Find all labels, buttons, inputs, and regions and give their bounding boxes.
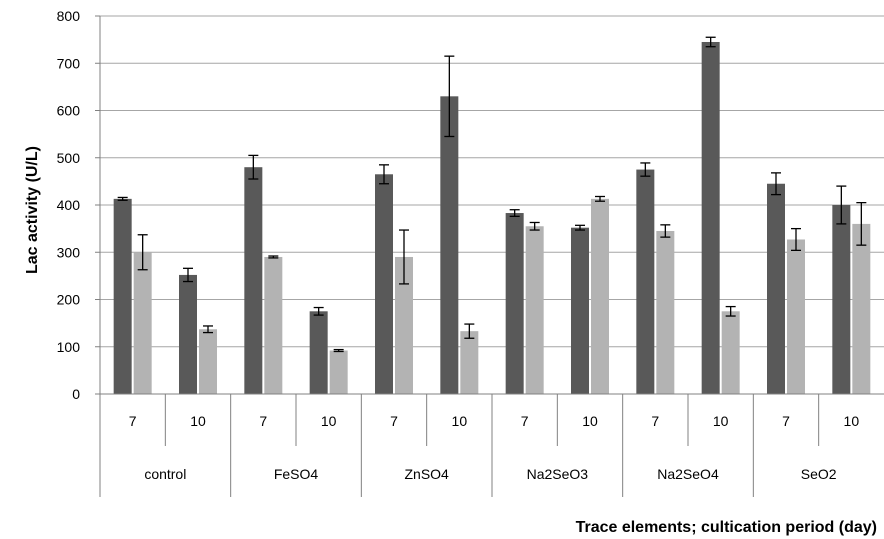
bar — [636, 169, 655, 394]
period-label: 7 — [259, 413, 267, 429]
group-label: control — [144, 466, 186, 482]
axes — [95, 15, 884, 497]
bar — [113, 198, 132, 394]
bar — [179, 274, 197, 394]
bar — [375, 174, 393, 394]
y-tick-label: 200 — [57, 292, 81, 308]
bar — [852, 223, 871, 394]
period-label: 10 — [190, 413, 206, 429]
bar — [787, 239, 805, 394]
bar — [591, 198, 609, 394]
period-label: 10 — [713, 413, 729, 429]
bars — [113, 41, 871, 395]
period-label: 7 — [521, 413, 529, 429]
group-label: Na2SeO4 — [657, 466, 719, 482]
period-label: 10 — [844, 413, 860, 429]
bar — [329, 350, 348, 394]
group-label: SeO2 — [801, 466, 837, 482]
gridlines — [100, 15, 884, 348]
error-bars — [117, 36, 867, 353]
bar — [395, 256, 413, 394]
bar — [199, 329, 217, 394]
group-label: FeSO4 — [274, 466, 319, 482]
period-label: 10 — [582, 413, 598, 429]
y-tick-label: 100 — [57, 339, 81, 355]
bar — [656, 230, 675, 394]
y-tick-label: 0 — [72, 386, 80, 402]
x-category-labels: 7 10 7 10 7 10 7 10 7 10 7 10 control FeSO4 ZnSO4 Na2Se… — [129, 413, 860, 482]
bar — [525, 226, 544, 394]
x-axis-title: Trace elements; cultication period (day) — [576, 519, 877, 536]
bar — [440, 96, 459, 394]
bar — [505, 213, 524, 394]
bar — [244, 167, 263, 394]
bar — [571, 227, 589, 394]
bar — [832, 205, 851, 394]
y-tick-label: 600 — [57, 103, 81, 119]
group-label: ZnSO4 — [404, 466, 449, 482]
bar — [460, 331, 479, 394]
period-label: 7 — [129, 413, 137, 429]
bar — [701, 41, 720, 395]
bar — [264, 256, 283, 394]
period-label: 7 — [782, 413, 790, 429]
y-tick-label: 800 — [57, 8, 81, 24]
y-tick-labels: 0 100 200 300 400 500 600 700 800 — [57, 8, 81, 402]
y-tick-label: 400 — [57, 197, 81, 213]
bar — [309, 311, 328, 394]
period-label: 7 — [390, 413, 398, 429]
y-tick-label: 500 — [57, 150, 81, 166]
bar — [133, 252, 152, 394]
y-tick-label: 300 — [57, 244, 81, 260]
bar — [721, 311, 740, 394]
period-label: 10 — [321, 413, 337, 429]
period-label: 10 — [452, 413, 468, 429]
y-tick-label: 700 — [57, 55, 81, 71]
bar — [767, 183, 785, 394]
y-axis-title: Lac activity (U/L) — [24, 146, 41, 274]
period-label: 7 — [651, 413, 659, 429]
group-label: Na2SeO3 — [527, 466, 589, 482]
